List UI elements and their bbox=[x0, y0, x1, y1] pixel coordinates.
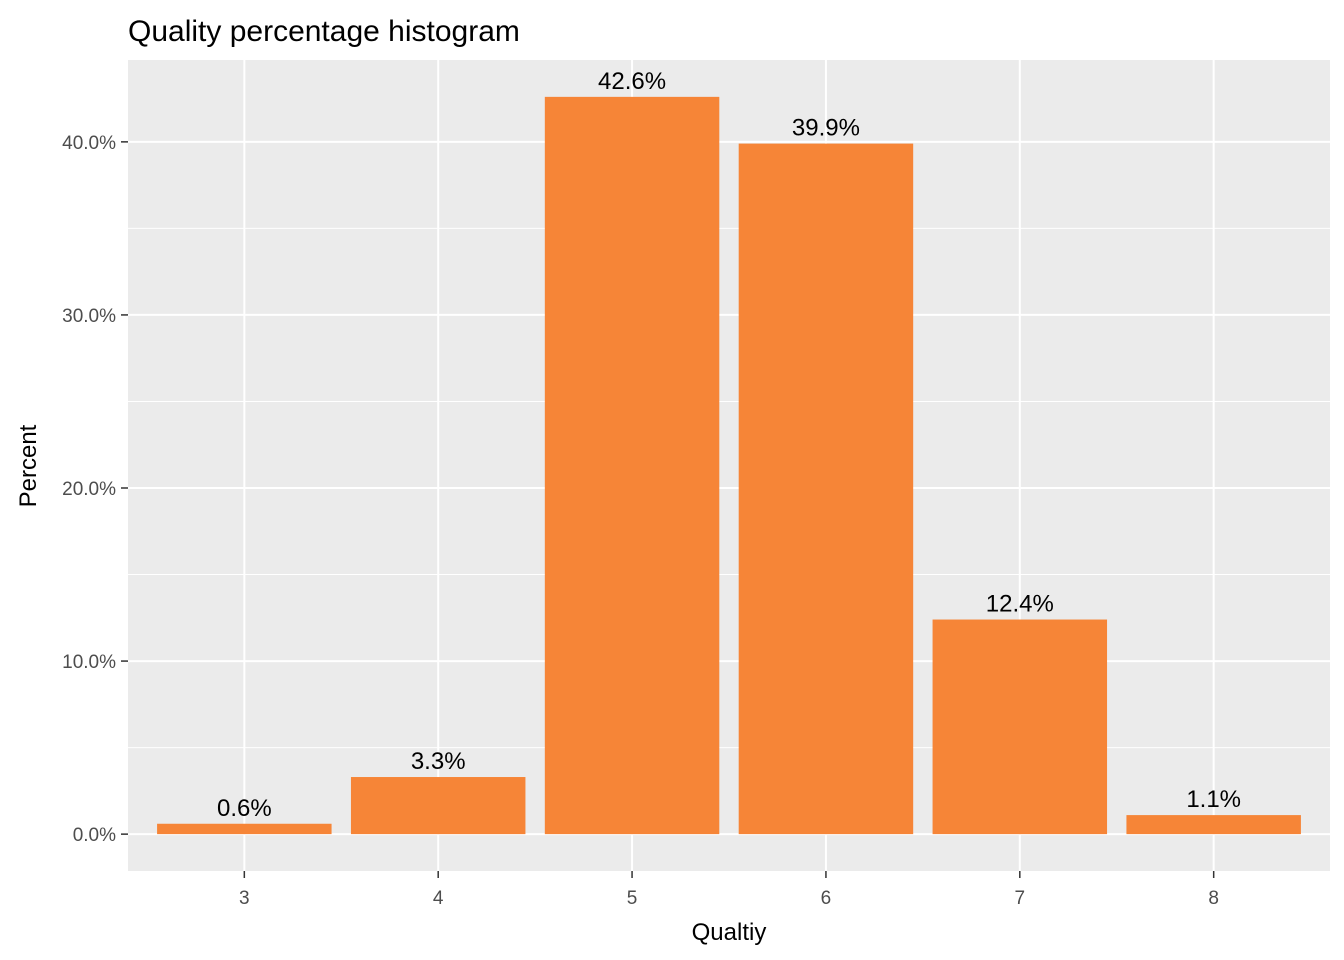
bar-5 bbox=[544, 96, 720, 835]
x-axis: 3 4 5 6 7 8 bbox=[239, 871, 1219, 909]
bar-value-label: 12.4% bbox=[986, 591, 1054, 618]
bar-8 bbox=[1126, 815, 1301, 835]
y-axis-title: Percent bbox=[15, 424, 42, 507]
y-tick-label: 20.0% bbox=[62, 479, 116, 500]
bar-7 bbox=[932, 619, 1108, 835]
y-tick-label: 30.0% bbox=[62, 306, 116, 327]
y-tick-label: 10.0% bbox=[62, 652, 116, 673]
bar-6 bbox=[738, 143, 914, 835]
x-axis-title: Qualtiy bbox=[692, 919, 767, 946]
bars bbox=[157, 96, 1301, 835]
minor-gridlines bbox=[128, 227, 1330, 749]
y-axis: 0.0% 10.0% 20.0% 30.0% 40.0% bbox=[62, 133, 128, 846]
bar-value-label: 3.3% bbox=[411, 748, 466, 775]
x-tick-label: 7 bbox=[1015, 888, 1026, 909]
y-tick-label: 40.0% bbox=[62, 133, 116, 154]
x-tick-label: 3 bbox=[239, 888, 250, 909]
y-tick-label: 0.0% bbox=[73, 825, 116, 846]
bar-4 bbox=[350, 777, 526, 835]
bar-value-labels: 0.6% 3.3% 42.6% 39.9% 12.4% 1.1% bbox=[217, 68, 1241, 822]
bar-value-label: 1.1% bbox=[1186, 786, 1241, 813]
x-tick-label: 6 bbox=[821, 888, 832, 909]
plot-panel bbox=[128, 60, 1330, 871]
x-tick-label: 4 bbox=[433, 888, 444, 909]
x-tick-label: 8 bbox=[1208, 888, 1219, 909]
bar-value-label: 42.6% bbox=[598, 68, 666, 95]
bar-value-label: 39.9% bbox=[792, 115, 860, 142]
x-tick-label: 5 bbox=[627, 888, 638, 909]
major-gridlines bbox=[128, 60, 1330, 871]
chart-title: Quality percentage histogram bbox=[128, 15, 520, 48]
bar-3 bbox=[157, 823, 332, 835]
bar-value-label: 0.6% bbox=[217, 795, 272, 822]
